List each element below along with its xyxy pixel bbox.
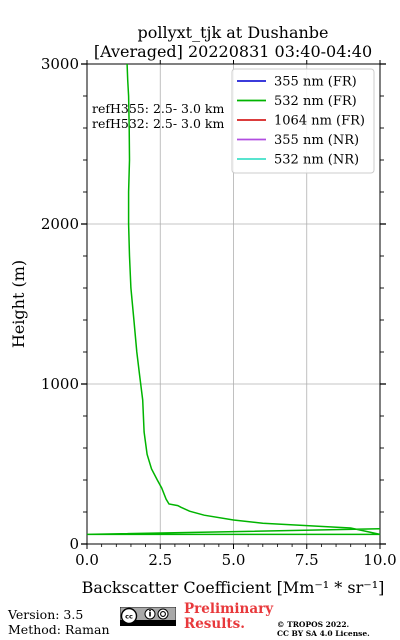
chart-title-line-1: pollyxt_tjk at Dushanbe [137, 23, 328, 42]
ref-height-text-1: refH355: 2.5- 3.0 km [92, 101, 224, 116]
legend-entry-label: 355 nm (NR) [274, 133, 359, 148]
preliminary-results-label: Preliminary Results. [184, 602, 273, 632]
copyright-text: © TROPOS 2022. CC BY SA 4.0 License. [277, 620, 370, 638]
legend-entry-label: 1064 nm (FR) [274, 114, 365, 129]
legend-box [231, 68, 375, 174]
x-axis-label: Backscatter Coefficient [Mm⁻¹ * sr⁻¹] [82, 578, 385, 597]
x-tick-label: 10.0 [363, 551, 396, 569]
y-tick-label: 1000 [41, 375, 79, 393]
ref-height-text-2: refH532: 2.5- 3.0 km [92, 116, 224, 131]
chart-title-line-2: [Averaged] 20220831 03:40-04:40 [94, 42, 372, 61]
x-tick-label: 0.0 [75, 551, 99, 569]
y-tick-label: 3000 [41, 55, 79, 73]
preliminary-line-2: Results. [184, 616, 245, 632]
preliminary-line-1: Preliminary [184, 601, 274, 617]
legend-entry-label: 532 nm (FR) [274, 94, 357, 109]
series-line-1 [86, 63, 381, 536]
y-axis-label: Height (m) [9, 260, 28, 348]
x-tick-label: 2.5 [148, 551, 172, 569]
x-tick-label: 5.0 [222, 551, 246, 569]
version-text: Version: 3.5 [8, 607, 84, 622]
chart-title: pollyxt_tjk at Dushanbe[Averaged] 202208… [94, 23, 372, 61]
legend-entry-label: 532 nm (NR) [274, 153, 359, 168]
cc-by-sa-license-icon: cc [120, 607, 176, 626]
axis-ticks: 0.0 2.5 5.0 7.5 10.0 0 1000 2000 3000 [41, 55, 397, 569]
legend: 355 nm (FR) 532 nm (FR) 1064 nm (FR) 355 nm… [231, 68, 375, 174]
svg-text:cc: cc [125, 613, 133, 621]
legend-entry-label: 355 nm (FR) [274, 75, 357, 90]
copyright-line-2: CC BY SA 4.0 License. [277, 629, 370, 638]
y-tick-label: 0 [69, 535, 79, 553]
y-tick-label: 2000 [41, 215, 79, 233]
x-tick-label: 7.5 [295, 551, 319, 569]
method-text: Method: Raman [8, 622, 110, 637]
copyright-line-1: © TROPOS 2022. [277, 620, 350, 629]
series-layer [86, 63, 381, 536]
